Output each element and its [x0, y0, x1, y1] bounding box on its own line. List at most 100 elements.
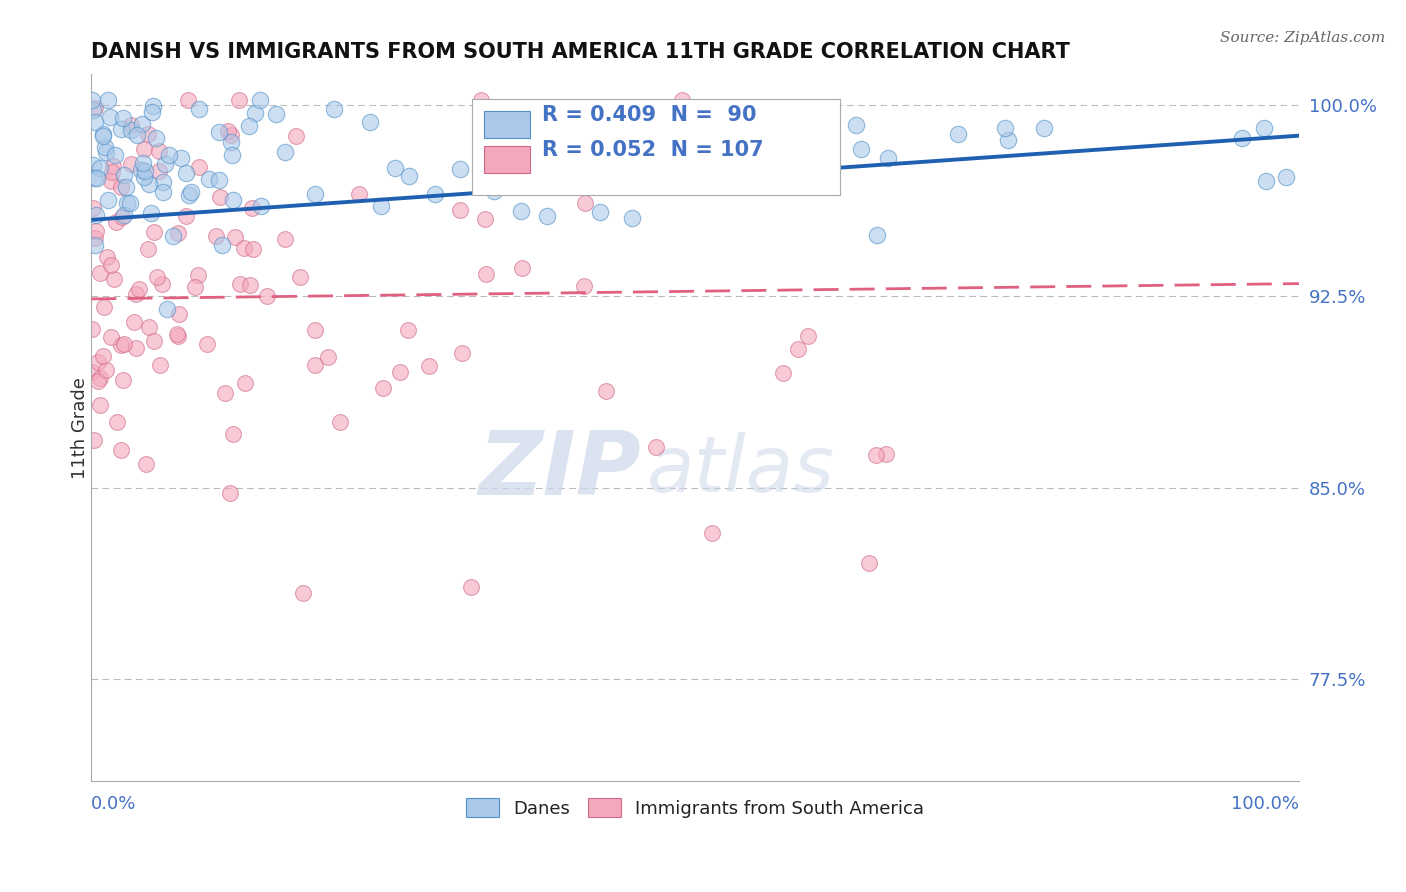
- Point: [97, 193, 120, 207]
- Point: [211, 238, 233, 252]
- Point: [84, 101, 107, 115]
- Point: [475, 268, 498, 282]
- Point: [702, 526, 724, 541]
- Point: [219, 135, 242, 149]
- Point: [219, 486, 242, 500]
- Point: [82, 103, 104, 117]
- Point: [167, 329, 190, 343]
- Point: [222, 427, 245, 442]
- Point: [359, 115, 381, 129]
- Point: [645, 440, 668, 454]
- Point: [204, 228, 226, 243]
- Point: [112, 208, 135, 222]
- Point: [148, 164, 170, 178]
- Point: [574, 278, 596, 293]
- Point: [120, 157, 142, 171]
- Point: [100, 330, 122, 344]
- Point: [1275, 170, 1298, 185]
- FancyBboxPatch shape: [472, 99, 841, 194]
- Point: [83, 238, 105, 252]
- Point: [671, 93, 693, 107]
- Point: [134, 142, 156, 156]
- Point: [1256, 174, 1278, 188]
- Point: [89, 267, 111, 281]
- Point: [131, 117, 153, 131]
- Point: [91, 349, 114, 363]
- Point: [103, 272, 125, 286]
- Point: [104, 148, 127, 162]
- Point: [110, 337, 132, 351]
- Point: [238, 119, 260, 133]
- Point: [876, 151, 898, 165]
- Point: [370, 198, 392, 212]
- Point: [510, 204, 533, 219]
- Point: [166, 326, 188, 341]
- Point: [82, 158, 104, 172]
- Point: [423, 186, 446, 201]
- Point: [1033, 120, 1056, 135]
- Point: [105, 415, 128, 429]
- Point: [150, 277, 173, 292]
- Point: [845, 119, 868, 133]
- Point: [233, 376, 256, 391]
- Point: [125, 128, 148, 143]
- Point: [866, 228, 889, 243]
- Point: [229, 277, 252, 292]
- Point: [143, 226, 166, 240]
- Point: [100, 165, 122, 179]
- Point: [249, 93, 271, 107]
- Point: [89, 398, 111, 412]
- Point: [621, 211, 644, 225]
- Point: [787, 342, 810, 356]
- FancyBboxPatch shape: [484, 112, 530, 138]
- FancyBboxPatch shape: [484, 146, 530, 173]
- Point: [384, 161, 406, 175]
- Point: [115, 195, 138, 210]
- Point: [304, 323, 326, 337]
- Point: [143, 334, 166, 349]
- Point: [588, 204, 610, 219]
- Point: [82, 201, 104, 215]
- Point: [214, 386, 236, 401]
- Point: [146, 270, 169, 285]
- Point: [120, 119, 142, 133]
- Point: [510, 260, 533, 275]
- Point: [217, 124, 239, 138]
- Point: [138, 320, 160, 334]
- Point: [86, 171, 108, 186]
- Point: [170, 152, 193, 166]
- Point: [148, 145, 170, 159]
- Point: [304, 358, 326, 372]
- Point: [266, 107, 288, 121]
- Point: [157, 148, 180, 162]
- Point: [1230, 131, 1253, 145]
- Point: [128, 282, 150, 296]
- Point: [396, 323, 419, 337]
- Point: [94, 362, 117, 376]
- Point: [125, 341, 148, 355]
- Point: [470, 93, 492, 107]
- Point: [91, 127, 114, 141]
- Point: [595, 384, 617, 399]
- Point: [304, 186, 326, 201]
- Point: [228, 93, 250, 107]
- Point: [104, 215, 127, 229]
- Point: [136, 127, 159, 141]
- Point: [93, 300, 115, 314]
- Point: [187, 103, 209, 117]
- Point: [167, 307, 190, 321]
- Point: [651, 163, 673, 178]
- Point: [180, 185, 202, 199]
- Point: [100, 258, 122, 272]
- Point: [141, 205, 163, 219]
- Point: [187, 268, 209, 282]
- Point: [94, 145, 117, 160]
- Text: Source: ZipAtlas.com: Source: ZipAtlas.com: [1219, 31, 1385, 45]
- Text: 0.0%: 0.0%: [91, 795, 136, 814]
- Text: DANISH VS IMMIGRANTS FROM SOUTH AMERICA 11TH GRADE CORRELATION CHART: DANISH VS IMMIGRANTS FROM SOUTH AMERICA …: [91, 42, 1070, 62]
- Point: [118, 195, 141, 210]
- Point: [208, 190, 231, 204]
- Point: [418, 359, 440, 373]
- Point: [142, 98, 165, 112]
- Point: [239, 278, 262, 293]
